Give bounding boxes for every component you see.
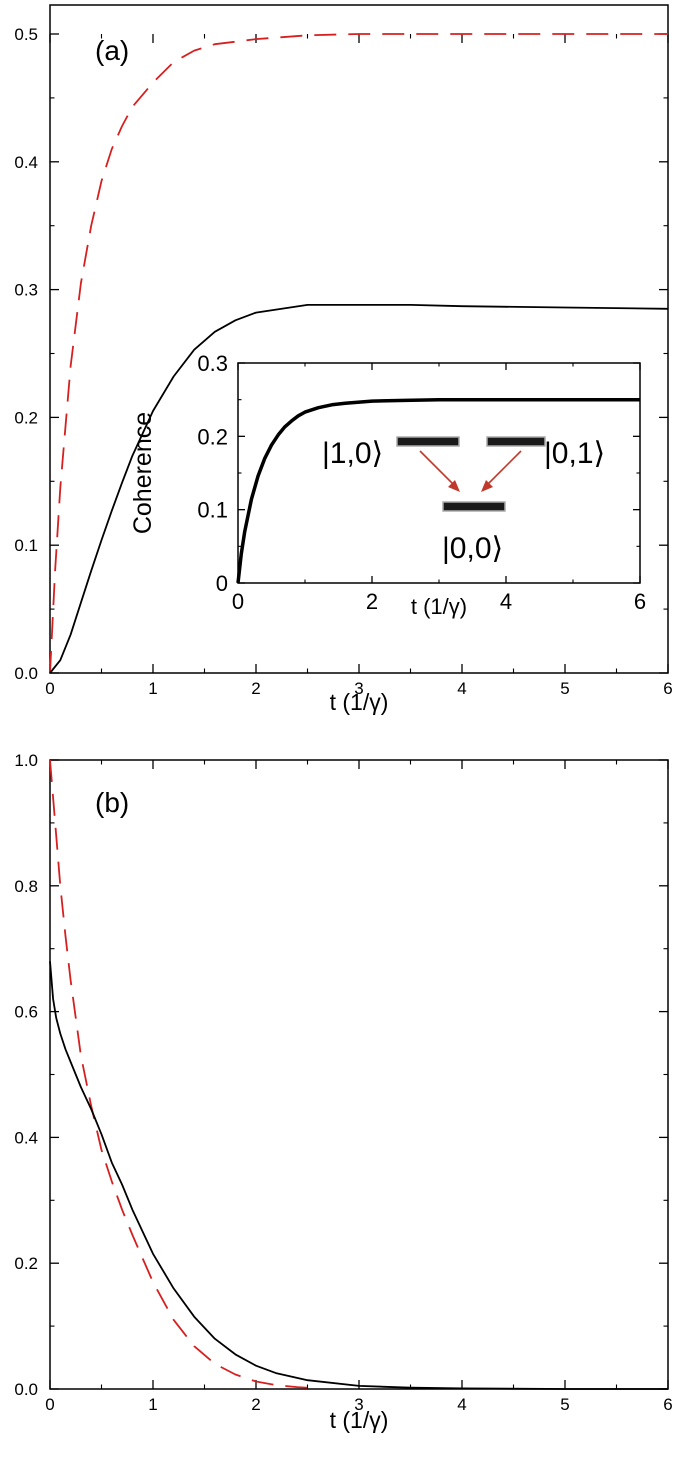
y-tick-label: 0.4 — [14, 153, 38, 172]
x-tick-label: 0 — [232, 589, 244, 614]
x-tick-label: 6 — [663, 679, 672, 698]
y-tick-label: 0.8 — [14, 877, 38, 896]
y-tick-label: 0.2 — [14, 408, 38, 427]
x-tick-label: 2 — [366, 589, 378, 614]
panel-b-label: (b) — [95, 787, 129, 818]
x-tick-label: 4 — [500, 589, 512, 614]
ket-1-0: |1,0⟩ — [322, 437, 383, 470]
x-tick-label: 6 — [663, 1395, 672, 1414]
x-tick-label: 5 — [560, 1395, 569, 1414]
panel-a-x-axis-label: t (1/γ) — [330, 689, 389, 715]
x-tick-label: 1 — [148, 1395, 157, 1414]
inset-background — [238, 363, 640, 583]
panel-b-frame — [49, 759, 669, 1390]
x-tick-label: 2 — [251, 1395, 260, 1414]
y-tick-label: 0.0 — [14, 1380, 38, 1399]
panel-a-series — [49, 33, 669, 674]
panel-b-dashed-series-line — [49, 759, 318, 1390]
decay-arrow-left — [419, 450, 456, 487]
decay-arrow-right — [485, 450, 522, 487]
y-tick-label: 0.5 — [14, 25, 38, 44]
x-tick-label: 0 — [45, 679, 54, 698]
panel-a-solid-series-line — [49, 304, 669, 674]
inset-chart: 0 2 4 6 0 0.1 0.2 0.3 Coherence t (1/γ) |1,0⟩ … — [129, 351, 646, 619]
y-tick-label: 0 — [216, 571, 228, 596]
x-tick-label: 0 — [45, 1395, 54, 1414]
panel-a-label: (a) — [95, 35, 129, 66]
panel-a-x-tick-labels: 0 1 2 3 4 5 6 — [45, 679, 672, 698]
inset-solid-series-line — [236, 397, 640, 584]
y-tick-label: 0.1 — [197, 498, 228, 523]
y-tick-label: 0.2 — [197, 424, 228, 449]
level-1-0 — [396, 436, 460, 447]
decay-arrow-left-head — [448, 480, 460, 492]
panel-b-series — [49, 759, 668, 1390]
panel-a: (a) 0 1 2 3 4 5 6 0.0 0.1 0.2 0.3 0.4 0.5 t (1/γ) 0… — [14, 4, 673, 715]
inset-y-axis-label: Coherence — [129, 412, 157, 534]
panel-b-ticks — [49, 759, 669, 1390]
y-tick-label: 0.3 — [197, 351, 228, 376]
level-0-1 — [486, 436, 546, 447]
inset-y-tick-labels: 0 0.1 0.2 0.3 — [197, 351, 228, 596]
y-tick-label: 0.6 — [14, 1003, 38, 1022]
panel-b-x-tick-labels: 0 1 2 3 4 5 6 — [45, 1395, 672, 1414]
y-tick-label: 1.0 — [14, 751, 38, 770]
panel-b: (b) 0 1 2 3 4 5 6 0.0 0.2 0.4 0.6 0.8 1.0 t (1/γ) — [14, 751, 672, 1433]
x-tick-label: 6 — [634, 589, 646, 614]
x-tick-label: 2 — [251, 679, 260, 698]
inset-series — [236, 397, 640, 584]
panel-b-x-axis-label: t (1/γ) — [330, 1407, 389, 1433]
y-tick-label: 0.2 — [14, 1254, 38, 1273]
x-tick-label: 4 — [457, 679, 466, 698]
inset-x-axis-label: t (1/γ) — [411, 594, 467, 619]
x-tick-label: 1 — [148, 679, 157, 698]
panel-a-ticks — [49, 33, 669, 674]
y-tick-label: 0.0 — [14, 664, 38, 683]
panel-b-y-tick-labels: 0.0 0.2 0.4 0.6 0.8 1.0 — [14, 751, 38, 1399]
x-tick-label: 4 — [457, 1395, 466, 1414]
ket-0-0: |0,0⟩ — [442, 532, 503, 565]
x-tick-label: 3 — [354, 679, 363, 698]
energy-level-diagram: |1,0⟩ |0,1⟩ |0,0⟩ — [322, 436, 605, 565]
decay-arrow-right-head — [481, 480, 493, 492]
level-0-0 — [442, 501, 506, 512]
y-tick-label: 0.3 — [14, 281, 38, 300]
panel-a-y-tick-labels: 0.0 0.1 0.2 0.3 0.4 0.5 — [14, 25, 38, 683]
x-tick-label: 3 — [354, 1395, 363, 1414]
y-tick-label: 0.4 — [14, 1128, 38, 1147]
x-tick-label: 5 — [560, 679, 569, 698]
ket-0-1: |0,1⟩ — [544, 437, 605, 470]
y-tick-label: 0.1 — [14, 536, 38, 555]
inset-x-tick-labels: 0 2 4 6 — [232, 589, 646, 614]
panel-b-solid-series-line — [49, 961, 668, 1390]
